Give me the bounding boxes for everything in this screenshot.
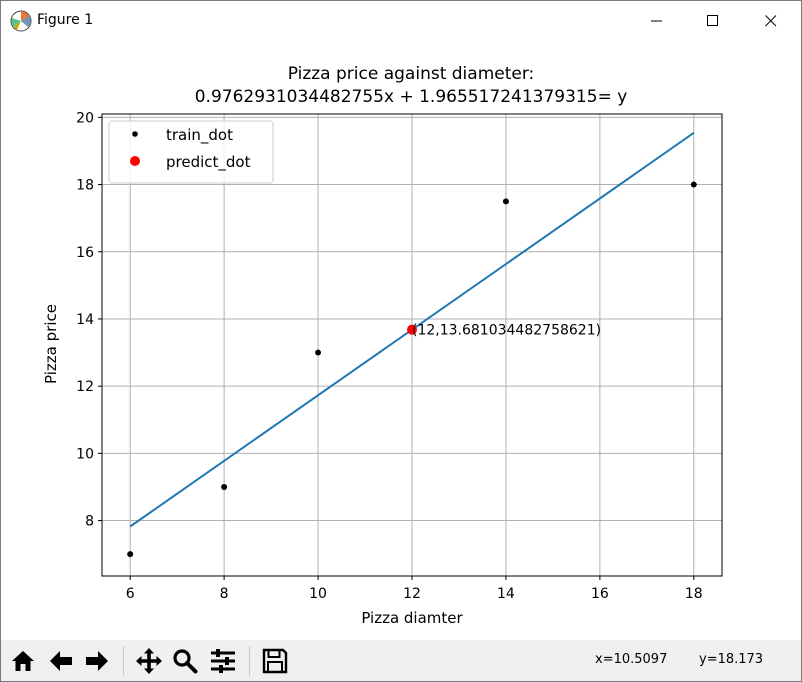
grid-lines [102, 114, 722, 576]
y-tick-label: 10 [76, 446, 94, 462]
forward-icon [86, 651, 108, 671]
title-bar: Figure 1 [1, 1, 801, 41]
x-tick-label: 14 [497, 586, 515, 602]
y-tick-label: 16 [76, 245, 94, 261]
predict-annotation: (12,13.681034482758621) [412, 323, 601, 339]
figure-canvas[interactable]: Pizza price against diameter: 0.97629310… [1, 41, 801, 639]
y-tick-label: 12 [76, 379, 94, 395]
back-icon [50, 651, 72, 671]
chart-title-line1: Pizza price against diameter: [288, 64, 535, 84]
x-tick-label: 8 [220, 586, 229, 602]
pan-icon [136, 648, 162, 674]
x-tick-label: 18 [685, 586, 703, 602]
y-tick-label: 14 [76, 312, 94, 328]
configure-subplots-button[interactable] [207, 645, 239, 677]
axes-frame [101, 113, 723, 577]
configure-icon [211, 649, 235, 673]
legend-box [108, 120, 274, 184]
legend: train_dot predict_dot [108, 120, 274, 184]
train-dot [127, 551, 134, 558]
plot-data: (12,13.681034482758621) [127, 132, 697, 558]
toolbar-separator [123, 646, 124, 676]
matplotlib-logo-icon [10, 10, 32, 32]
zoom-icon [173, 649, 198, 674]
maximize-button[interactable] [685, 1, 741, 41]
home-button[interactable] [7, 645, 39, 677]
minimize-button[interactable] [629, 1, 685, 41]
x-axis-label: Pizza diamter [361, 609, 463, 627]
forward-button[interactable] [81, 645, 113, 677]
train-dot [690, 181, 697, 188]
chart[interactable]: Pizza price against diameter: 0.97629310… [1, 41, 801, 639]
minimize-icon [651, 20, 662, 22]
axis-ticks: 6 8 10 12 14 16 18 8 10 12 14 16 18 20 [76, 110, 703, 602]
maximize-icon [707, 15, 718, 26]
train-dot [502, 198, 509, 205]
save-icon [262, 648, 288, 674]
x-tick-label: 12 [403, 586, 421, 602]
y-tick-label: 18 [76, 178, 94, 194]
legend-label-predict: predict_dot [166, 153, 251, 172]
legend-marker-predict [130, 156, 140, 166]
close-icon [765, 15, 777, 27]
x-tick-label: 16 [591, 586, 609, 602]
x-tick-label: 10 [309, 586, 327, 602]
toolbar-separator [249, 646, 250, 676]
window-title: Figure 1 [37, 12, 94, 28]
y-tick-label: 8 [85, 514, 94, 530]
zoom-button[interactable] [169, 645, 201, 677]
home-icon [12, 651, 34, 671]
legend-label-train: train_dot [166, 126, 233, 145]
train-dot [315, 349, 322, 356]
cursor-y-readout: y=18.173 [699, 652, 764, 667]
x-tick-label: 6 [126, 586, 135, 602]
legend-marker-train [132, 131, 138, 137]
navigation-toolbar: x=10.5097 y=18.173 [1, 640, 801, 681]
y-axis-label: Pizza price [42, 304, 60, 384]
y-tick-label: 20 [76, 110, 94, 126]
back-button[interactable] [45, 645, 77, 677]
train-dot [221, 483, 228, 490]
close-button[interactable] [743, 1, 799, 41]
save-button[interactable] [259, 645, 291, 677]
chart-title-line2: 0.9762931034482755x + 1.965517241379315=… [195, 87, 628, 107]
predict-dot [407, 324, 417, 335]
cursor-x-readout: x=10.5097 [595, 652, 668, 667]
pan-button[interactable] [133, 645, 165, 677]
